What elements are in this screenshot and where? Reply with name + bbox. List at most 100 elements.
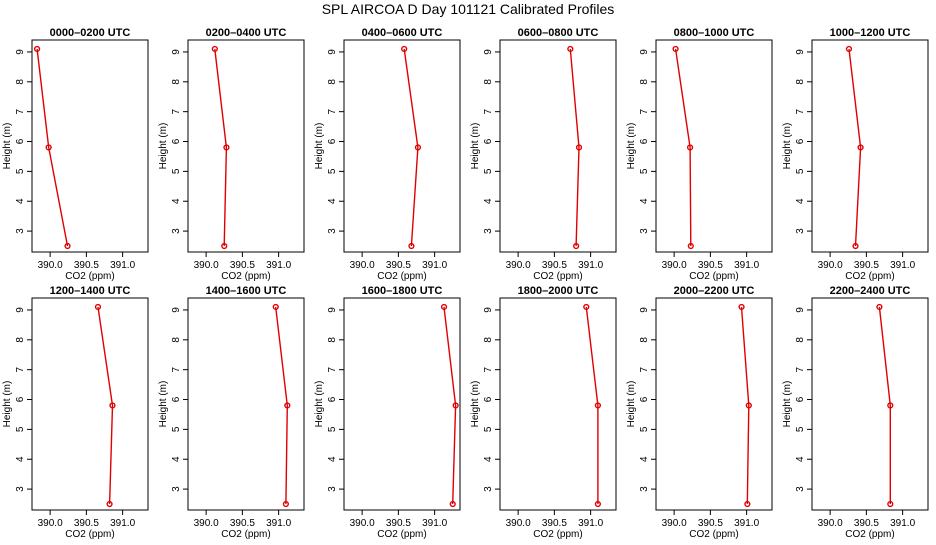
y-tick-label: 4: [327, 456, 338, 462]
y-tick-label: 3: [15, 228, 26, 234]
y-tick-label: 9: [795, 307, 806, 313]
profile-line: [674, 48, 692, 247]
data-point: [583, 303, 590, 311]
profile-panel: 1000–1200 UTC 390.0 390.5 391.0 3 4 5 6 7 8 9 CO2 (…: [782, 27, 929, 282]
profile-line: [569, 48, 580, 247]
y-tick-label: 7: [15, 366, 26, 372]
y-tick-label: 3: [639, 486, 650, 492]
x-tick-label: 391.0: [890, 518, 915, 529]
y-tick-label: 6: [15, 138, 26, 144]
plot-frame: [343, 297, 461, 511]
data-point: [106, 500, 113, 508]
y-tick-label: 5: [15, 168, 26, 174]
panel-title: 1600–1800 UTC: [362, 285, 443, 297]
panel-title: 2000–2200 UTC: [674, 285, 755, 297]
y-axis-label: Height (m): [314, 123, 325, 170]
x-tick-label: 391.0: [890, 260, 915, 271]
profile-line: [585, 306, 599, 504]
data-point: [45, 144, 52, 151]
data-point: [876, 303, 883, 311]
y-tick-label: 7: [795, 366, 806, 372]
profile-panel: 1800–2000 UTC 390.0 390.5 391.0 3 4 5 6 7 8 9 CO2 (…: [470, 285, 617, 540]
x-tick-label: 390.5: [854, 518, 879, 529]
y-tick-label: 8: [483, 337, 494, 343]
y-tick-label: 8: [483, 79, 494, 85]
profile-line: [275, 306, 289, 505]
panel-title: 0200–0400 UTC: [206, 27, 287, 39]
y-tick-label: 5: [483, 168, 494, 174]
y-tick-label: 3: [483, 486, 494, 492]
panel-title: 1400–1600 UTC: [206, 285, 287, 297]
plot-frame: [811, 297, 929, 511]
profile-panel: 0600–0800 UTC 390.0 390.5 391.0 3 4 5 6 7 8 9 CO2 (…: [470, 27, 617, 282]
x-tick-label: 390.5: [698, 260, 723, 271]
x-tick-label: 390.0: [506, 260, 531, 271]
x-tick-label: 391.0: [734, 518, 759, 529]
data-point: [857, 144, 864, 151]
x-axis-label: CO2 (ppm): [377, 271, 426, 282]
x-tick-label: 391.0: [110, 518, 135, 529]
plot-frame: [811, 39, 929, 253]
y-axis-label: Height (m): [2, 381, 13, 428]
y-tick-label: 4: [171, 456, 182, 462]
y-tick-label: 8: [15, 79, 26, 85]
x-tick-label: 390.0: [818, 518, 843, 529]
panel-title: 0000–0200 UTC: [50, 27, 131, 39]
x-tick-label: 391.0: [422, 518, 447, 529]
y-tick-label: 7: [639, 108, 650, 114]
x-tick-label: 391.0: [734, 260, 759, 271]
y-tick-label: 5: [483, 426, 494, 432]
y-tick-label: 3: [171, 228, 182, 234]
data-point: [672, 45, 679, 53]
x-tick-label: 390.0: [350, 518, 375, 529]
x-tick-label: 391.0: [266, 518, 291, 529]
y-tick-label: 6: [639, 396, 650, 402]
figure-title: SPL AIRCOA D Day 101121 Calibrated Profi…: [322, 1, 615, 17]
y-tick-label: 9: [483, 307, 494, 313]
data-point: [687, 242, 694, 250]
data-point: [594, 500, 601, 508]
profile-panel: 0400–0600 UTC 390.0 390.5 391.0 3 4 5 6 7 8 9 CO2 (…: [314, 27, 461, 282]
y-tick-label: 6: [15, 396, 26, 402]
plot-frame: [499, 39, 617, 253]
data-point: [449, 500, 456, 508]
x-tick-label: 390.5: [386, 260, 411, 271]
y-tick-label: 8: [171, 79, 182, 85]
y-tick-label: 3: [327, 486, 338, 492]
y-tick-label: 9: [327, 307, 338, 313]
plot-frame: [343, 39, 461, 253]
x-tick-label: 391.0: [110, 260, 135, 271]
y-tick-label: 5: [15, 426, 26, 432]
y-tick-label: 8: [795, 79, 806, 85]
y-tick-label: 9: [15, 49, 26, 55]
x-tick-label: 390.5: [854, 260, 879, 271]
data-point: [573, 242, 580, 250]
x-axis-label: CO2 (ppm): [845, 271, 894, 282]
data-point: [845, 45, 853, 53]
data-point: [94, 303, 102, 311]
data-point: [686, 144, 694, 151]
data-point: [452, 402, 459, 409]
plot-frame: [499, 297, 617, 511]
y-axis-label: Height (m): [782, 381, 793, 428]
x-tick-label: 390.5: [542, 260, 567, 271]
y-axis-label: Height (m): [626, 123, 637, 170]
y-tick-label: 5: [639, 426, 650, 432]
y-axis-label: Height (m): [470, 381, 481, 428]
y-tick-label: 7: [171, 108, 182, 114]
y-tick-label: 3: [639, 228, 650, 234]
y-tick-label: 5: [171, 426, 182, 432]
x-tick-label: 390.0: [350, 260, 375, 271]
y-tick-label: 9: [639, 49, 650, 55]
y-tick-label: 9: [483, 49, 494, 55]
x-axis-label: CO2 (ppm): [845, 529, 894, 540]
y-tick-label: 3: [327, 228, 338, 234]
y-tick-label: 9: [795, 49, 806, 55]
y-tick-label: 3: [483, 228, 494, 234]
x-tick-label: 390.0: [818, 260, 843, 271]
panel-title: 2200–2400 UTC: [830, 285, 911, 297]
y-tick-label: 6: [795, 396, 806, 402]
y-axis-label: Height (m): [626, 381, 637, 428]
data-point: [223, 144, 230, 151]
data-point: [414, 144, 422, 151]
